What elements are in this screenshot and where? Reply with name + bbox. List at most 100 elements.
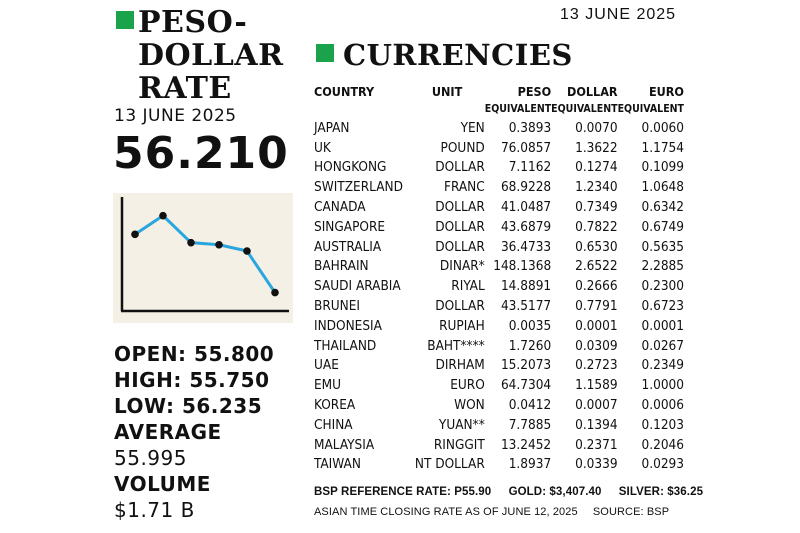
cell-country: SINGAPORE xyxy=(314,218,386,235)
cell-peso: 41.0487 xyxy=(500,199,552,216)
cell-country: SWITZERLAND xyxy=(314,179,403,196)
data-point-5 xyxy=(243,247,251,255)
cell-country: CANADA xyxy=(314,199,366,216)
cell-euro: 0.5635 xyxy=(641,238,684,255)
cell-unit: RIYAL xyxy=(451,278,485,295)
cell-peso: 68.9228 xyxy=(500,179,552,196)
cell-unit: NT DOLLAR xyxy=(414,456,485,473)
cell-peso: 43.6879 xyxy=(500,218,552,235)
cell-euro: 0.6749 xyxy=(641,218,684,235)
stats-block: OPEN: 55.800 HIGH: 55.750 LOW: 56.235 AV… xyxy=(114,341,304,523)
table-row: INDONESIA RUPIAH 0.0035 0.0001 0.0001 xyxy=(314,316,684,336)
stat-open: OPEN: 55.800 xyxy=(114,341,304,367)
cell-dollar: 0.0339 xyxy=(575,456,618,473)
subhead-euro: EQUIVALENT xyxy=(617,103,684,115)
cell-unit: EURO xyxy=(450,377,485,394)
cell-euro: 1.0000 xyxy=(641,377,684,394)
stat-low-value: 56.235 xyxy=(181,394,263,418)
rate-chart-background xyxy=(113,193,293,323)
cell-dollar: 1.2340 xyxy=(575,179,618,196)
cell-unit: DOLLAR xyxy=(435,199,485,216)
cell-dollar: 0.2371 xyxy=(575,436,618,453)
cell-unit: DIRHAM xyxy=(435,357,485,374)
stat-open-value: 55.800 xyxy=(194,342,275,366)
silver-price: SILVER: $36.25 xyxy=(618,486,704,498)
cell-country: THAILAND xyxy=(314,337,377,354)
cell-unit: DINAR* xyxy=(439,258,485,275)
rate-line-chart xyxy=(120,197,289,313)
col-unit: UNIT xyxy=(431,83,463,99)
cell-dollar: 0.1274 xyxy=(575,159,618,176)
cell-dollar: 0.0001 xyxy=(575,317,618,334)
stat-low-label: LOW: xyxy=(114,394,175,418)
currency-rows: JAPAN YEN 0.3893 0.0070 0.0060 UK POUND 76.0857… xyxy=(314,118,684,474)
cell-dollar: 0.7791 xyxy=(575,298,618,315)
cell-peso: 64.7304 xyxy=(500,377,552,394)
data-point-2 xyxy=(159,211,167,220)
cell-euro: 0.6342 xyxy=(641,199,684,216)
subhead-peso: EQUIVALENT xyxy=(484,103,552,115)
cell-dollar: 0.0007 xyxy=(575,397,618,414)
table-row: SINGAPORE DOLLAR 43.6879 0.7822 0.6749 xyxy=(314,217,684,237)
accent-square-icon xyxy=(316,44,334,62)
cell-euro: 0.2046 xyxy=(641,436,684,453)
cell-dollar: 0.6530 xyxy=(575,238,618,255)
accent-square-icon xyxy=(116,11,134,29)
cell-country: EMU xyxy=(314,377,342,394)
cell-country: KOREA xyxy=(314,397,356,414)
cell-euro: 1.1754 xyxy=(641,139,684,156)
currencies-title: CURRENCIES xyxy=(343,38,573,72)
data-point-3 xyxy=(187,238,195,247)
cell-euro: 2.2885 xyxy=(641,258,684,275)
cell-dollar: 0.0070 xyxy=(575,119,618,136)
table-row: BRUNEI DOLLAR 43.5177 0.7791 0.6723 xyxy=(314,296,684,316)
cell-unit: DOLLAR xyxy=(435,238,485,255)
table-row: AUSTRALIA DOLLAR 36.4733 0.6530 0.5635 xyxy=(314,237,684,257)
rate-series-line xyxy=(134,214,277,294)
rate-date: 13 JUNE 2025 xyxy=(114,106,237,126)
cell-dollar: 0.7822 xyxy=(575,218,618,235)
cell-unit: YEN xyxy=(460,119,485,136)
cell-peso: 14.8891 xyxy=(500,278,552,295)
subhead-unit xyxy=(409,100,484,118)
table-row: TAIWAN NT DOLLAR 1.8937 0.0339 0.0293 xyxy=(314,455,684,475)
cell-dollar: 2.6522 xyxy=(575,258,618,275)
cell-country: SAUDI ARABIA xyxy=(314,278,401,295)
table-row: UK POUND 76.0857 1.3622 1.1754 xyxy=(314,138,684,158)
col-euro: EURO xyxy=(648,83,684,99)
cell-country: INDONESIA xyxy=(314,317,382,334)
closing-rate: 56.210 xyxy=(113,128,289,179)
cell-euro: 0.0001 xyxy=(641,317,684,334)
cell-dollar: 0.1394 xyxy=(575,416,618,433)
table-row: CHINA YUAN** 7.7885 0.1394 0.1203 xyxy=(314,415,684,435)
cell-peso: 13.2452 xyxy=(500,436,552,453)
col-peso: PESO xyxy=(517,83,552,99)
volume-value: $1.71 B xyxy=(114,498,195,522)
cell-peso: 76.0857 xyxy=(500,139,552,156)
table-row: EMU EURO 64.7304 1.1589 1.0000 xyxy=(314,375,684,395)
table-row: CANADA DOLLAR 41.0487 0.7349 0.6342 xyxy=(314,197,684,217)
stat-high-label: HIGH: xyxy=(114,368,182,392)
cell-peso: 7.7885 xyxy=(508,416,552,433)
cell-euro: 0.1203 xyxy=(641,416,684,433)
cell-dollar: 0.0309 xyxy=(575,337,618,354)
volume-label: VOLUME xyxy=(114,472,211,496)
cell-unit: RINGGIT xyxy=(433,436,485,453)
subhead-dollar: EQUIVALENT xyxy=(551,103,618,115)
stat-high-value: 55.750 xyxy=(189,368,270,392)
cell-country: CHINA xyxy=(314,416,353,433)
cell-unit: DOLLAR xyxy=(435,298,485,315)
cell-euro: 0.0060 xyxy=(641,119,684,136)
cell-euro: 0.0267 xyxy=(641,337,684,354)
table-row: SAUDI ARABIA RIYAL 14.8891 0.2666 0.2300 xyxy=(314,276,684,296)
cell-peso: 43.5177 xyxy=(500,298,552,315)
table-row: HONGKONG DOLLAR 7.1162 0.1274 0.1099 xyxy=(314,158,684,178)
table-row: JAPAN YEN 0.3893 0.0070 0.0060 xyxy=(314,118,684,138)
cell-unit: RUPIAH xyxy=(439,317,485,334)
cell-euro: 0.2349 xyxy=(641,357,684,374)
table-row: SWITZERLAND FRANC 68.9228 1.2340 1.0648 xyxy=(314,177,684,197)
cell-peso: 148.1368 xyxy=(493,258,552,275)
currency-table: COUNTRY UNIT PESO DOLLAR EURO EQUIVALENT… xyxy=(314,82,684,474)
cell-euro: 0.1099 xyxy=(641,159,684,176)
footnote: ASIAN TIME CLOSING RATE AS OF JUNE 12, 2… xyxy=(314,506,681,518)
